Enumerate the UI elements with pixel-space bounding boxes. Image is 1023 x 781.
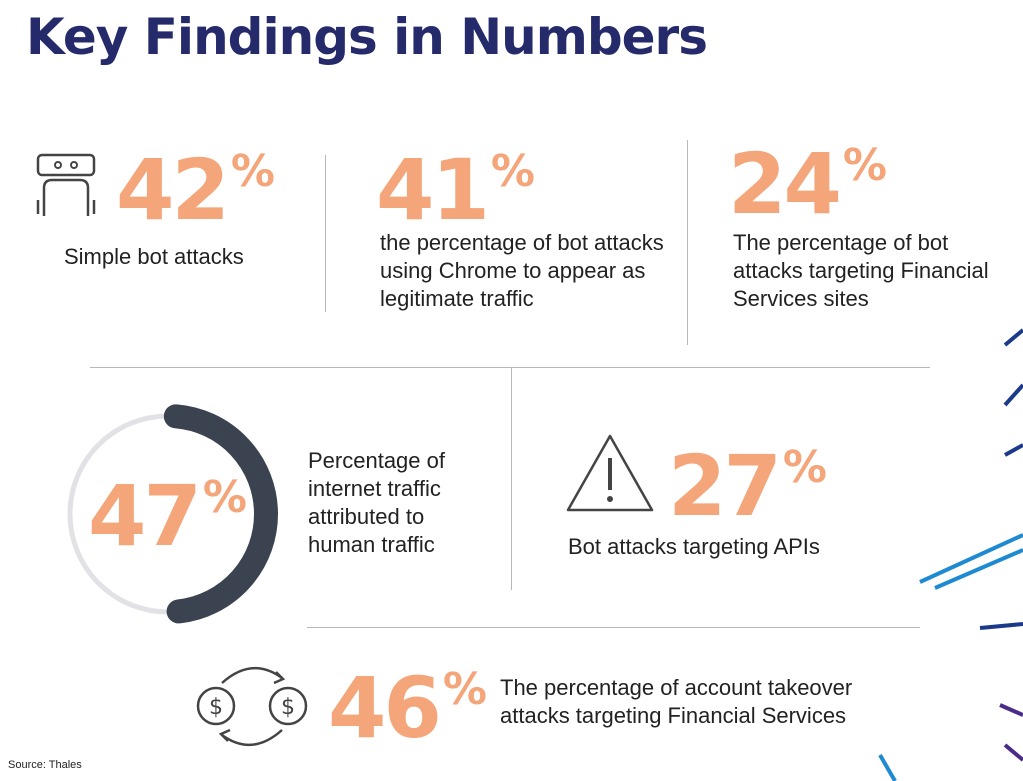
stat-text: Percentage of internet traffic attribute… <box>308 448 445 557</box>
divider <box>325 155 326 312</box>
stat-unit: % <box>230 146 275 197</box>
svg-text:$: $ <box>209 695 223 720</box>
stat-unit: % <box>782 442 827 493</box>
icons: $ $ <box>36 153 654 747</box>
stat-unit: % <box>202 472 247 523</box>
title: Key Findings in Numbers <box>26 8 708 66</box>
stat: 46% <box>328 666 487 750</box>
divider <box>511 367 512 590</box>
source: Source: Thales <box>8 759 82 771</box>
donut-arc <box>163 404 278 624</box>
stat-value: 24 <box>728 135 842 233</box>
stat-unit: % <box>442 664 487 715</box>
stat-text: The percentage of account takeover attac… <box>500 675 853 728</box>
stat-unit: % <box>842 140 887 191</box>
stat-text: the percentage of bot attacks using Chro… <box>380 230 664 311</box>
stat-unit: % <box>490 146 535 197</box>
stat: 27% <box>668 444 827 528</box>
divider <box>307 627 920 628</box>
stat-text: The percentage of bot attacks targeting … <box>733 230 989 311</box>
background-lines <box>878 328 1023 781</box>
stat: 24% <box>728 142 887 226</box>
stat: 47% <box>88 474 247 558</box>
stat-value: 42 <box>116 141 230 239</box>
stat-value: 41 <box>376 141 490 239</box>
divider <box>90 367 930 368</box>
stat-value: 47 <box>88 467 202 565</box>
stat: 42% <box>116 148 275 232</box>
svg-text:$: $ <box>281 695 295 720</box>
stat: 41% <box>376 148 535 232</box>
stat-value: 46 <box>328 659 442 757</box>
divider <box>687 140 688 345</box>
stat-text: Simple bot attacks <box>64 244 244 269</box>
stat-value: 27 <box>668 437 782 535</box>
stat-text: Bot attacks targeting APIs <box>568 534 820 559</box>
